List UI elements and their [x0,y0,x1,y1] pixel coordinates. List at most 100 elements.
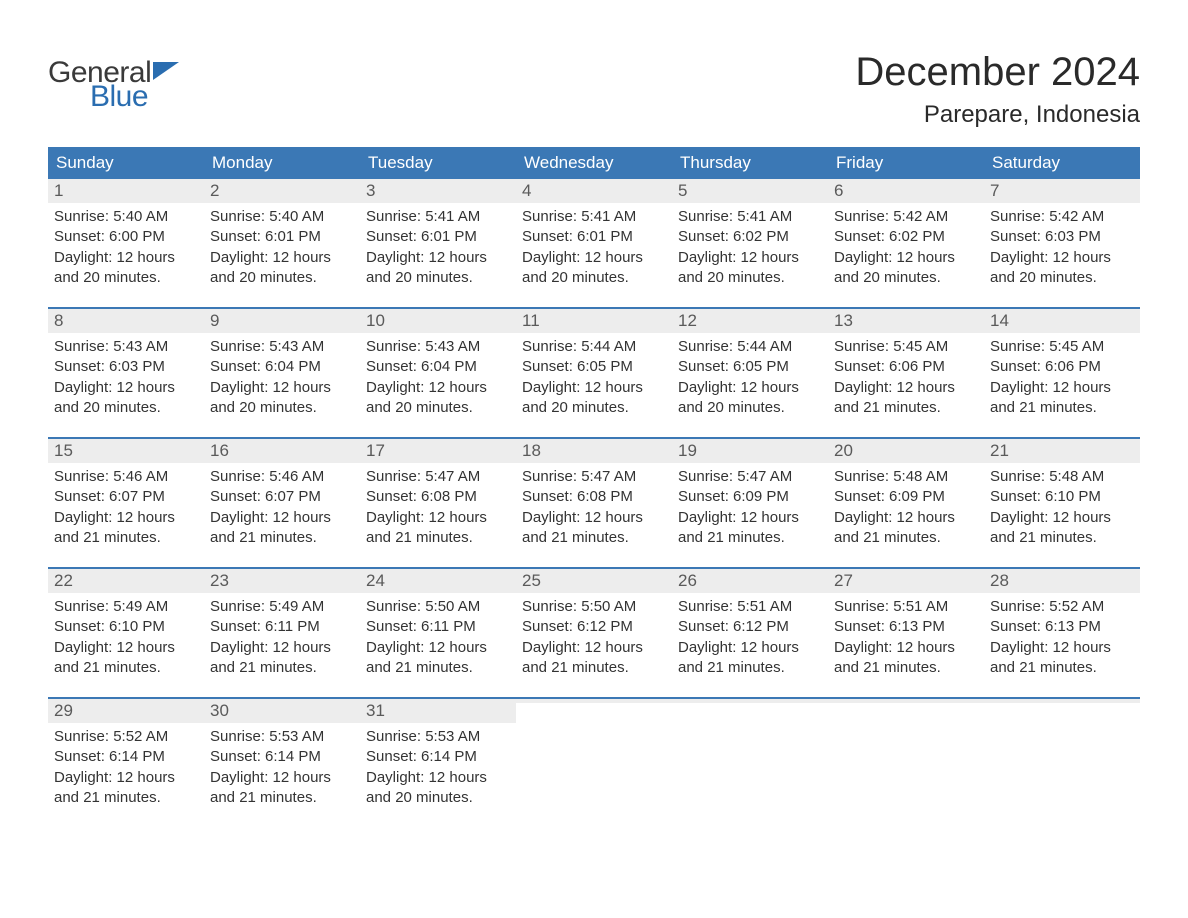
sunrise-line: Sunrise: 5:41 AM [678,207,822,227]
sunset-line: Sunset: 6:11 PM [366,617,510,637]
day-body: Sunrise: 5:53 AMSunset: 6:14 PMDaylight:… [360,723,516,816]
sunrise-line: Sunrise: 5:48 AM [990,467,1134,487]
day-number: 10 [366,311,385,330]
day-number-row: 16 [204,439,360,463]
weeks-container: 1Sunrise: 5:40 AMSunset: 6:00 PMDaylight… [48,179,1140,827]
daylight-line: Daylight: 12 hours and 20 minutes. [210,248,354,289]
daylight-line: Daylight: 12 hours and 21 minutes. [54,508,198,549]
daylight-line: Daylight: 12 hours and 21 minutes. [990,638,1134,679]
day-cell: 29 Sunrise: 5:52 AMSunset: 6:14 PMDayligh… [48,699,204,827]
day-body [516,703,672,715]
daylight-line: Daylight: 12 hours and 21 minutes. [54,768,198,809]
day-cell: 20Sunrise: 5:48 AMSunset: 6:09 PMDayligh… [828,439,984,567]
day-cell: 11Sunrise: 5:44 AMSunset: 6:05 PMDayligh… [516,309,672,437]
day-body: Sunrise: 5:48 AMSunset: 6:10 PMDaylight:… [984,463,1140,556]
day-body: Sunrise: 5:45 AMSunset: 6:06 PMDaylight:… [828,333,984,426]
day-number: 13 [834,311,853,330]
day-cell: 22Sunrise: 5:49 AMSunset: 6:10 PMDayligh… [48,569,204,697]
sunrise-line: Sunrise: 5:50 AM [522,597,666,617]
day-cell: 14Sunrise: 5:45 AMSunset: 6:06 PMDayligh… [984,309,1140,437]
sunrise-line: Sunrise: 5:53 AM [366,727,510,747]
daylight-line: Daylight: 12 hours and 20 minutes. [210,378,354,419]
day-cell: 30Sunrise: 5:53 AMSunset: 6:14 PMDayligh… [204,699,360,827]
day-number: 6 [834,181,843,200]
daylight-line: Daylight: 12 hours and 21 minutes. [210,768,354,809]
day-number-row: 23 [204,569,360,593]
sunrise-line: Sunrise: 5:45 AM [834,337,978,357]
day-number-row: 1 [48,179,204,203]
day-body: Sunrise: 5:46 AMSunset: 6:07 PMDaylight:… [204,463,360,556]
weekday-header: Tuesday [360,147,516,179]
day-body: Sunrise: 5:40 AMSunset: 6:00 PMDaylight:… [48,203,204,296]
day-number-row: 27 [828,569,984,593]
sunset-line: Sunset: 6:07 PM [54,487,198,507]
daylight-line: Daylight: 12 hours and 21 minutes. [366,638,510,679]
day-number-row: 9 [204,309,360,333]
day-body: Sunrise: 5:43 AMSunset: 6:04 PMDaylight:… [360,333,516,426]
day-number: 14 [990,311,1009,330]
day-body [984,703,1140,715]
day-number: 18 [522,441,541,460]
day-number: 22 [54,571,73,590]
daylight-line: Daylight: 12 hours and 21 minutes. [210,638,354,679]
sunset-line: Sunset: 6:03 PM [54,357,198,377]
sunrise-line: Sunrise: 5:50 AM [366,597,510,617]
day-number: 24 [366,571,385,590]
day-body: Sunrise: 5:50 AMSunset: 6:11 PMDaylight:… [360,593,516,686]
day-number-row: 25 [516,569,672,593]
day-cell: 12Sunrise: 5:44 AMSunset: 6:05 PMDayligh… [672,309,828,437]
day-body: Sunrise: 5:42 AMSunset: 6:02 PMDaylight:… [828,203,984,296]
day-number: 7 [990,181,999,200]
sunrise-line: Sunrise: 5:47 AM [678,467,822,487]
sunset-line: Sunset: 6:09 PM [834,487,978,507]
day-cell [672,699,828,827]
daylight-line: Daylight: 12 hours and 21 minutes. [990,378,1134,419]
day-number: 12 [678,311,697,330]
header: General Blue December 2024 Parepare, Ind… [48,50,1140,129]
day-body: Sunrise: 5:43 AMSunset: 6:04 PMDaylight:… [204,333,360,426]
daylight-line: Daylight: 12 hours and 21 minutes. [678,508,822,549]
sunset-line: Sunset: 6:08 PM [522,487,666,507]
sunrise-line: Sunrise: 5:44 AM [678,337,822,357]
day-number-row: 30 [204,699,360,723]
day-number: 5 [678,181,687,200]
sunset-line: Sunset: 6:14 PM [54,747,198,767]
week-row: 15Sunrise: 5:46 AMSunset: 6:07 PMDayligh… [48,437,1140,567]
day-number: 2 [210,181,219,200]
day-number-row: 12 [672,309,828,333]
sunset-line: Sunset: 6:12 PM [678,617,822,637]
daylight-line: Daylight: 12 hours and 21 minutes. [522,638,666,679]
day-number: 9 [210,311,219,330]
sunset-line: Sunset: 6:13 PM [834,617,978,637]
sunrise-line: Sunrise: 5:46 AM [54,467,198,487]
weekday-header: Saturday [984,147,1140,179]
sunset-line: Sunset: 6:14 PM [210,747,354,767]
day-cell [984,699,1140,827]
daylight-line: Daylight: 12 hours and 20 minutes. [366,768,510,809]
day-number-row: 11 [516,309,672,333]
day-cell: 5Sunrise: 5:41 AMSunset: 6:02 PMDaylight… [672,179,828,307]
sunset-line: Sunset: 6:00 PM [54,227,198,247]
day-cell: 27Sunrise: 5:51 AMSunset: 6:13 PMDayligh… [828,569,984,697]
sunset-line: Sunset: 6:09 PM [678,487,822,507]
sunrise-line: Sunrise: 5:52 AM [54,727,198,747]
sunrise-line: Sunrise: 5:48 AM [834,467,978,487]
day-number-row: 21 [984,439,1140,463]
day-body: Sunrise: 5:41 AMSunset: 6:01 PMDaylight:… [516,203,672,296]
day-cell: 7Sunrise: 5:42 AMSunset: 6:03 PMDaylight… [984,179,1140,307]
day-number-row: 29 [48,699,204,723]
daylight-line: Daylight: 12 hours and 20 minutes. [54,378,198,419]
day-cell: 6 Sunrise: 5:42 AMSunset: 6:02 PMDaylight… [828,179,984,307]
daylight-line: Daylight: 12 hours and 21 minutes. [54,638,198,679]
sunset-line: Sunset: 6:08 PM [366,487,510,507]
day-body: Sunrise: 5:43 AMSunset: 6:03 PMDaylight:… [48,333,204,426]
sunrise-line: Sunrise: 5:47 AM [366,467,510,487]
day-cell: 1Sunrise: 5:40 AMSunset: 6:00 PMDaylight… [48,179,204,307]
week-row: 1Sunrise: 5:40 AMSunset: 6:00 PMDaylight… [48,179,1140,307]
day-number: 17 [366,441,385,460]
day-number: 19 [678,441,697,460]
sunrise-line: Sunrise: 5:44 AM [522,337,666,357]
sunset-line: Sunset: 6:06 PM [990,357,1134,377]
sunrise-line: Sunrise: 5:41 AM [522,207,666,227]
day-cell: 24 Sunrise: 5:50 AMSunset: 6:11 PMDayligh… [360,569,516,697]
